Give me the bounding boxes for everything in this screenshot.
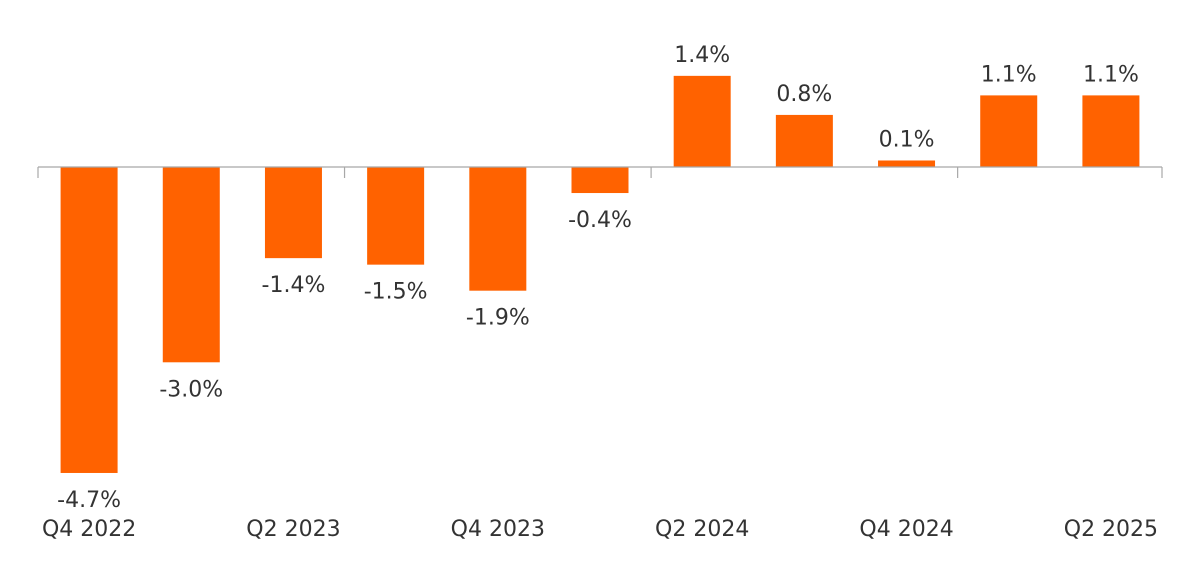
data-label: -1.9% [466,306,530,331]
x-tick-labels-group: Q4 2022 Q2 2023 Q4 2023 Q2 2024 Q4 2024 Q2 20… [42,517,1158,542]
bar-q4-2024 [878,160,936,167]
x-tick-label: Q4 2022 [42,517,136,542]
x-tick-label: Q2 2023 [246,517,340,542]
bars-group [60,75,1140,473]
data-label: 1.4% [674,43,730,68]
bar-q4-2023 [469,167,527,291]
bar-q1-2025 [980,95,1038,167]
data-label: -0.4% [568,208,632,233]
bar-q1-2024 [571,167,629,194]
data-label: -4.7% [57,488,121,513]
data-label: 0.8% [776,82,832,107]
bar-q1-2023 [162,167,220,363]
bar-q4-2022 [60,167,118,473]
x-tick-label: Q4 2023 [451,517,545,542]
data-label: -1.5% [364,280,428,305]
bar-q2-2025 [1082,95,1140,167]
bar-q2-2024 [673,75,731,167]
data-label: 1.1% [981,62,1037,87]
x-tick-label: Q4 2024 [859,517,953,542]
data-label: -3.0% [159,377,223,402]
bar-q3-2024 [775,114,833,167]
x-tick-label: Q2 2024 [655,517,749,542]
x-axis-ticks [37,167,1163,178]
data-label: -1.4% [262,273,326,298]
x-tick-label: Q2 2025 [1064,517,1158,542]
bar-q3-2023 [367,167,425,265]
data-label: 1.1% [1083,62,1139,87]
bar-q2-2023 [264,167,322,259]
data-labels-group: -4.7% -3.0% -1.4% -1.5% -1.9% -0.4% 1.4% 0.8% 0.… [57,43,1139,513]
data-label: 0.1% [879,127,935,152]
